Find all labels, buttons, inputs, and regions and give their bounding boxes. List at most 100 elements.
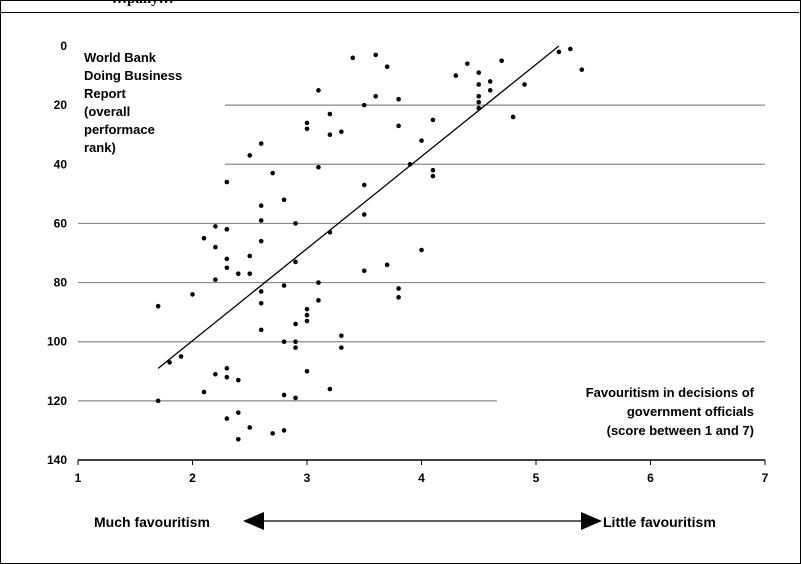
data-point	[361, 268, 367, 274]
data-point	[167, 360, 172, 365]
x-tick-label-4: 4	[418, 471, 425, 485]
data-point	[430, 117, 436, 123]
data-point	[293, 395, 298, 401]
y-tick-label-60: 60	[54, 216, 68, 230]
grid-lines	[78, 104, 765, 402]
y-axis-label: World Bank Doing Business Report (overall pe…	[84, 50, 182, 155]
data-point	[213, 244, 218, 250]
data-point	[293, 259, 298, 265]
data-point	[213, 277, 218, 282]
data-point	[236, 377, 241, 383]
data-point	[419, 138, 424, 143]
data-point	[476, 82, 482, 87]
data-point	[190, 292, 195, 297]
data-point	[373, 93, 379, 99]
data-point	[373, 52, 379, 58]
data-point	[236, 271, 241, 277]
data-point	[155, 398, 161, 404]
data-point	[476, 93, 482, 99]
data-point	[327, 111, 333, 117]
data-point	[247, 425, 253, 430]
data-point	[339, 333, 344, 339]
favouritism-scale: Much favouritism Little favouritism	[94, 512, 716, 530]
data-point	[568, 46, 573, 52]
data-point	[384, 64, 390, 69]
y-tick-label-0: 0	[60, 39, 67, 53]
data-point	[499, 58, 504, 64]
data-point	[430, 173, 436, 179]
y-tick-label-120: 120	[47, 394, 67, 408]
x-tick-label-5: 5	[533, 471, 540, 485]
data-point	[476, 99, 482, 105]
y-tick-label-40: 40	[54, 157, 68, 171]
data-point	[258, 141, 264, 146]
data-point	[281, 339, 287, 345]
y-ticks: 0 20 40 60 80 100 120 140	[47, 39, 67, 467]
data-point	[327, 386, 333, 392]
x-tick-label-6: 6	[647, 471, 654, 485]
data-point	[304, 120, 310, 126]
data-point	[224, 374, 230, 380]
data-point	[293, 221, 298, 226]
data-point	[281, 283, 287, 288]
data-point	[316, 280, 321, 285]
data-point	[579, 67, 585, 72]
data-points	[155, 46, 585, 442]
data-point	[361, 102, 367, 108]
data-point	[224, 256, 230, 262]
data-point	[281, 197, 287, 203]
little-favouritism-label: Little favouritism	[603, 514, 716, 530]
page-title-fragment: …pany…	[112, 0, 174, 8]
data-point	[304, 306, 310, 312]
data-point	[201, 389, 207, 395]
data-point	[361, 212, 367, 217]
data-point	[396, 286, 401, 291]
data-point	[510, 114, 516, 120]
x-tick-label-1: 1	[75, 471, 82, 485]
data-point	[384, 262, 390, 268]
data-point	[258, 300, 264, 306]
data-point	[304, 312, 310, 318]
x-tick-label-7: 7	[762, 471, 769, 485]
much-favouritism-label: Much favouritism	[94, 514, 210, 530]
trend-line	[157, 45, 560, 369]
data-point	[419, 247, 424, 253]
data-point	[396, 96, 401, 102]
arrow-left-icon	[243, 512, 264, 530]
top-divider	[0, 12, 799, 13]
y-tick-label-20: 20	[54, 98, 68, 112]
data-point	[430, 167, 436, 173]
data-point	[247, 271, 253, 277]
data-point	[396, 295, 401, 300]
data-point	[396, 123, 401, 129]
data-point	[236, 437, 241, 442]
data-point	[339, 345, 344, 350]
data-point	[258, 238, 264, 244]
x-axis-label: Favouritism in decisions of government of…	[586, 385, 755, 438]
data-point	[224, 416, 230, 421]
data-point	[465, 61, 470, 67]
data-point	[258, 203, 264, 208]
data-point	[258, 289, 264, 294]
y-tick-label-140: 140	[47, 453, 67, 467]
data-point	[258, 218, 264, 223]
data-point	[155, 303, 161, 309]
data-point	[304, 318, 310, 324]
data-point	[270, 170, 275, 176]
data-point	[258, 327, 264, 333]
data-point	[281, 392, 287, 398]
data-point	[316, 88, 321, 93]
data-point	[304, 126, 310, 132]
x-tick-label-2: 2	[189, 471, 196, 485]
data-point	[339, 129, 344, 135]
data-point	[213, 224, 218, 229]
data-point	[224, 366, 230, 371]
data-point	[247, 153, 253, 158]
data-point	[476, 70, 482, 75]
y-tick-label-80: 80	[54, 276, 68, 290]
data-point	[224, 179, 230, 185]
data-point	[293, 345, 298, 350]
data-point	[213, 371, 218, 377]
data-point	[453, 73, 459, 78]
